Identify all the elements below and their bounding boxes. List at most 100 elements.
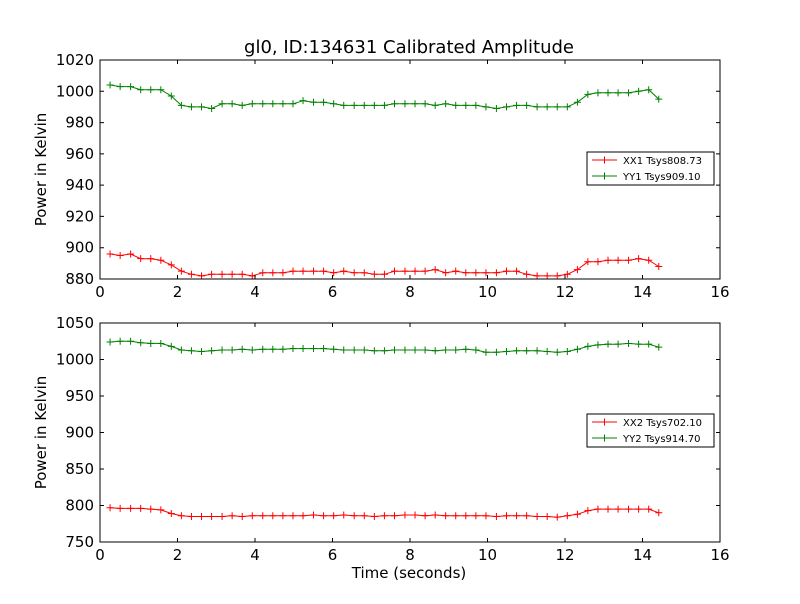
data-point-marker	[320, 345, 328, 353]
data-point-marker	[380, 512, 388, 520]
y-tick-label: 800	[65, 497, 94, 515]
data-point-marker	[594, 258, 602, 266]
data-point-marker	[360, 101, 368, 109]
data-point-marker	[127, 337, 135, 345]
legend-marker-sample	[601, 434, 608, 442]
data-point-marker	[635, 87, 643, 95]
data-point-marker	[563, 347, 571, 355]
x-tick-label: 4	[250, 283, 260, 301]
data-point-marker	[401, 267, 409, 275]
data-point-marker	[340, 101, 348, 109]
data-point-marker	[269, 345, 277, 353]
data-point-marker	[320, 512, 328, 520]
data-point-marker	[523, 512, 531, 520]
data-point-marker	[350, 269, 358, 277]
data-point-marker	[299, 97, 307, 105]
top-plot-panel: 0 2 4 6 8 10 12 14 16 880 900 920 940 960 980 1000 1020 P…	[32, 51, 730, 301]
data-point-marker	[116, 83, 124, 91]
data-point-marker	[614, 89, 622, 97]
data-point-marker	[625, 89, 633, 97]
data-point-marker	[299, 267, 307, 275]
y-tick-label: 940	[65, 176, 94, 194]
data-point-marker	[340, 346, 348, 354]
data-point-marker	[380, 347, 388, 355]
y-tick-label: 900	[65, 239, 94, 257]
data-point-marker	[421, 346, 429, 354]
data-point-marker	[350, 512, 358, 520]
data-point-marker	[248, 346, 256, 354]
y-tick-label: 950	[65, 387, 94, 405]
legend: XX1 Tsys808.73 YY1 Tsys909.10	[586, 151, 715, 186]
data-point-marker	[238, 270, 246, 278]
data-point-marker	[553, 272, 561, 280]
data-point-marker	[310, 511, 318, 519]
data-point-marker	[442, 100, 450, 108]
data-point-marker	[513, 101, 521, 109]
data-point-marker	[482, 348, 490, 356]
data-point-marker	[157, 339, 165, 347]
data-point-marker	[137, 339, 145, 347]
data-point-marker	[187, 103, 195, 111]
data-point-marker	[543, 347, 551, 355]
data-point-marker	[116, 252, 124, 260]
x-tick-label: 0	[95, 283, 105, 301]
data-point-marker	[543, 512, 551, 520]
data-point-marker	[604, 89, 612, 97]
data-point-marker	[573, 510, 581, 518]
data-point-marker	[177, 101, 185, 109]
y-tick-label: 920	[65, 207, 94, 225]
data-point-marker	[543, 272, 551, 280]
legend-entry-label: YY2 Tsys914.70	[622, 434, 701, 445]
data-point-marker	[198, 347, 206, 355]
data-point-marker	[380, 101, 388, 109]
data-point-marker	[187, 270, 195, 278]
data-point-marker	[472, 512, 480, 520]
data-point-marker	[238, 101, 246, 109]
data-point-marker	[147, 86, 155, 94]
data-point-marker	[269, 269, 277, 277]
data-point-marker	[421, 512, 429, 520]
legend-marker-sample	[601, 156, 608, 164]
data-point-marker	[452, 346, 460, 354]
data-point-marker	[127, 83, 135, 91]
data-point-marker	[533, 103, 541, 111]
data-point-marker	[350, 101, 358, 109]
data-point-marker	[401, 511, 409, 519]
data-point-marker	[370, 512, 378, 520]
data-point-marker	[553, 348, 561, 356]
data-point-marker	[452, 101, 460, 109]
data-point-marker	[177, 346, 185, 354]
data-point-marker	[614, 256, 622, 264]
data-point-marker	[320, 98, 328, 106]
data-point-marker	[513, 512, 521, 520]
data-point-marker	[523, 347, 531, 355]
data-point-marker	[218, 100, 226, 108]
x-tick-label: 8	[405, 283, 415, 301]
data-point-marker	[431, 266, 439, 274]
data-point-marker	[187, 347, 195, 355]
data-point-marker	[228, 512, 236, 520]
data-point-marker	[167, 510, 175, 518]
data-point-marker	[411, 346, 419, 354]
y-tick-label: 900	[65, 424, 94, 442]
data-point-marker	[289, 512, 297, 520]
data-point-marker	[208, 104, 216, 112]
data-point-marker	[279, 512, 287, 520]
data-point-marker	[330, 345, 338, 353]
data-point-marker	[411, 267, 419, 275]
data-point-marker	[259, 512, 267, 520]
data-point-marker	[380, 270, 388, 278]
data-point-marker	[218, 270, 226, 278]
data-point-marker	[421, 267, 429, 275]
data-point-marker	[431, 511, 439, 519]
data-point-marker	[167, 92, 175, 100]
data-point-marker	[614, 340, 622, 348]
legend-marker-sample	[601, 418, 608, 426]
y-tick-label: 980	[65, 114, 94, 132]
data-point-marker	[289, 100, 297, 108]
data-point-marker	[513, 347, 521, 355]
data-point-marker	[513, 267, 521, 275]
data-point-marker	[208, 512, 216, 520]
data-point-marker	[218, 346, 226, 354]
x-tick-label: 16	[710, 546, 729, 564]
